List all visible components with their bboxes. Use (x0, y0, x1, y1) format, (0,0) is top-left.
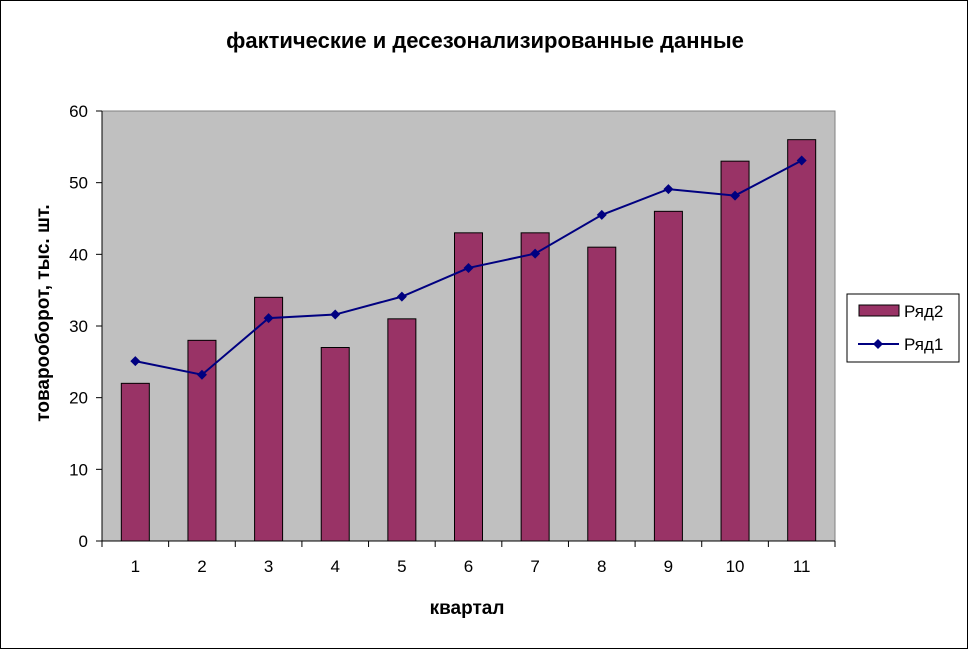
legend-label-series-2: Ряд2 (904, 302, 943, 321)
x-tick-label: 7 (530, 557, 539, 576)
line-point-10 (730, 190, 741, 201)
axes (96, 110, 836, 547)
x-tick-label: 6 (464, 557, 473, 576)
x-tick-label: 2 (197, 557, 206, 576)
y-tick-label: 30 (69, 317, 88, 336)
y-tick-label: 0 (79, 532, 88, 551)
bar-7 (520, 232, 550, 542)
y-tick-label: 40 (69, 245, 88, 264)
bar-series (120, 139, 817, 542)
legend: Ряд2 Ряд1 (846, 293, 960, 363)
x-tick-label: 9 (664, 557, 673, 576)
y-tick-label: 60 (69, 102, 88, 121)
bar-3 (254, 296, 284, 542)
x-tick-label: 4 (330, 557, 339, 576)
x-axis-label: квартал (430, 598, 505, 619)
bar-6 (454, 232, 483, 542)
line-point-6 (463, 262, 474, 273)
line-point-11 (796, 155, 807, 166)
line-point-1 (130, 356, 141, 367)
x-tick-label: 8 (597, 557, 606, 576)
line-point-7 (530, 248, 541, 259)
bar-11 (787, 139, 817, 542)
legend-label-series-1: Ряд1 (904, 335, 943, 354)
line-series (130, 155, 807, 380)
y-tick-label: 20 (69, 389, 88, 408)
line-point-2 (196, 369, 207, 380)
x-tick-label: 10 (726, 557, 745, 576)
x-tick-label: 11 (793, 557, 811, 576)
bar-8 (587, 246, 617, 542)
bar-5 (387, 318, 417, 542)
bar-1 (120, 382, 150, 542)
bar-9 (653, 210, 683, 542)
bar-10 (720, 160, 750, 542)
y-tick-label: 50 (69, 174, 88, 193)
line-point-3 (263, 313, 274, 324)
y-tick-labels: 0 10 20 30 40 50 60 (69, 102, 88, 551)
legend-swatch-bar (858, 304, 900, 317)
x-tick-label: 1 (131, 557, 140, 576)
x-tick-labels: 1 2 3 4 5 6 7 8 9 10 11 (131, 557, 811, 576)
y-axis-label: товарооборот, тыс. шт. (33, 204, 54, 421)
chart-title: фактические и десезонализированные данны… (226, 28, 744, 53)
x-tick-label: 5 (397, 557, 406, 576)
legend-swatch-marker (873, 339, 883, 349)
y-tick-label: 10 (69, 460, 88, 479)
line-point-4 (330, 309, 341, 320)
line-point-5 (396, 291, 407, 302)
x-tick-label: 3 (264, 557, 273, 576)
line-point-8 (596, 209, 607, 220)
bar-4 (320, 347, 350, 542)
line-point-9 (663, 184, 674, 195)
